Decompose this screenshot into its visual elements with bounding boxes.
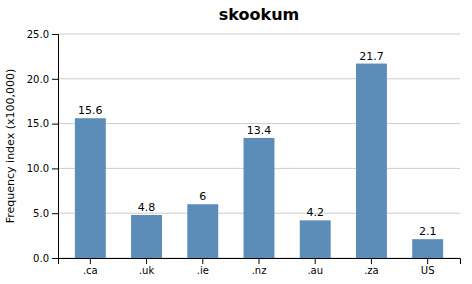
x-tick: .uk: [139, 258, 155, 276]
x-tick: US: [421, 258, 435, 276]
x-tick: .au: [307, 258, 323, 276]
bar: [131, 215, 162, 258]
y-tick: 20.0: [27, 74, 58, 85]
y-tick-label: 5.0: [33, 208, 49, 219]
x-tick-mark: [371, 258, 372, 264]
y-tick-mark: [52, 79, 58, 80]
bar: [244, 138, 275, 258]
data-label: 2.1: [419, 225, 437, 238]
title: skookum: [219, 5, 299, 24]
bar: [412, 239, 443, 258]
y-tick-label: 15.0: [27, 118, 49, 129]
y-tick-mark: [52, 213, 58, 214]
x-tick-label: .za: [364, 265, 379, 276]
data-label: 21.7: [359, 50, 384, 63]
y-tick-mark: [52, 168, 58, 169]
y-axis: 0.0 5.0 10.0 15.0 20.0 25.0: [27, 29, 59, 264]
y-tick: 5.0: [33, 208, 58, 219]
data-label: 4.8: [138, 201, 156, 214]
x-tick-label: .uk: [139, 265, 155, 276]
y-tick-mark: [52, 34, 58, 35]
bars: [75, 64, 443, 258]
data-label: 15.6: [78, 104, 103, 117]
y-axis-title: Frequency index (x100,000): [4, 69, 17, 224]
y-tick-label: 25.0: [27, 29, 49, 40]
chart: 0.0 5.0 10.0 15.0 20.0 25.0 .ca .uk .ie .nz .au .za…: [0, 0, 472, 284]
x-tick-label: .nz: [252, 265, 267, 276]
y-axis-line: [52, 35, 59, 259]
y-tick-label: 20.0: [27, 74, 49, 85]
y-tick: 0.0: [33, 253, 58, 264]
x-tick-mark: [315, 258, 316, 264]
x-tick-label: US: [421, 265, 435, 276]
x-tick-label: .au: [307, 265, 323, 276]
data-labels: 15.6 4.8 6 13.4 4.2 21.7 2.1: [78, 50, 436, 239]
bar: [187, 204, 218, 258]
x-tick-label: .ie: [197, 265, 209, 276]
data-label: 6: [199, 190, 206, 203]
x-axis: .ca .uk .ie .nz .au .za US: [59, 258, 461, 276]
x-tick: .ca: [83, 258, 98, 276]
y-tick: 15.0: [27, 118, 58, 129]
x-tick-mark: [427, 258, 428, 264]
x-tick: .ie: [197, 258, 209, 276]
x-axis-line: [59, 259, 461, 265]
bar: [356, 64, 387, 258]
x-tick-mark: [90, 258, 91, 264]
y-tick: 10.0: [27, 163, 58, 174]
bar: [300, 220, 331, 258]
grid-line: [58, 34, 460, 35]
plot-area: 0.0 5.0 10.0 15.0 20.0 25.0 .ca .uk .ie .nz .au .za…: [27, 29, 461, 276]
bar: [75, 118, 106, 258]
grid: [58, 34, 460, 258]
x-tick-label: .ca: [83, 265, 98, 276]
x-tick: .nz: [252, 258, 267, 276]
data-label: 13.4: [247, 124, 272, 137]
y-tick-mark: [52, 258, 58, 259]
grid-line: [58, 78, 460, 79]
x-tick: .za: [364, 258, 379, 276]
y-tick-mark: [52, 124, 58, 125]
data-label: 4.2: [306, 206, 324, 219]
x-tick-mark: [202, 258, 203, 264]
y-tick-label: 10.0: [27, 163, 49, 174]
y-tick-label: 0.0: [33, 253, 49, 264]
x-tick-mark: [146, 258, 147, 264]
y-tick: 25.0: [27, 29, 58, 40]
x-tick-mark: [259, 258, 260, 264]
